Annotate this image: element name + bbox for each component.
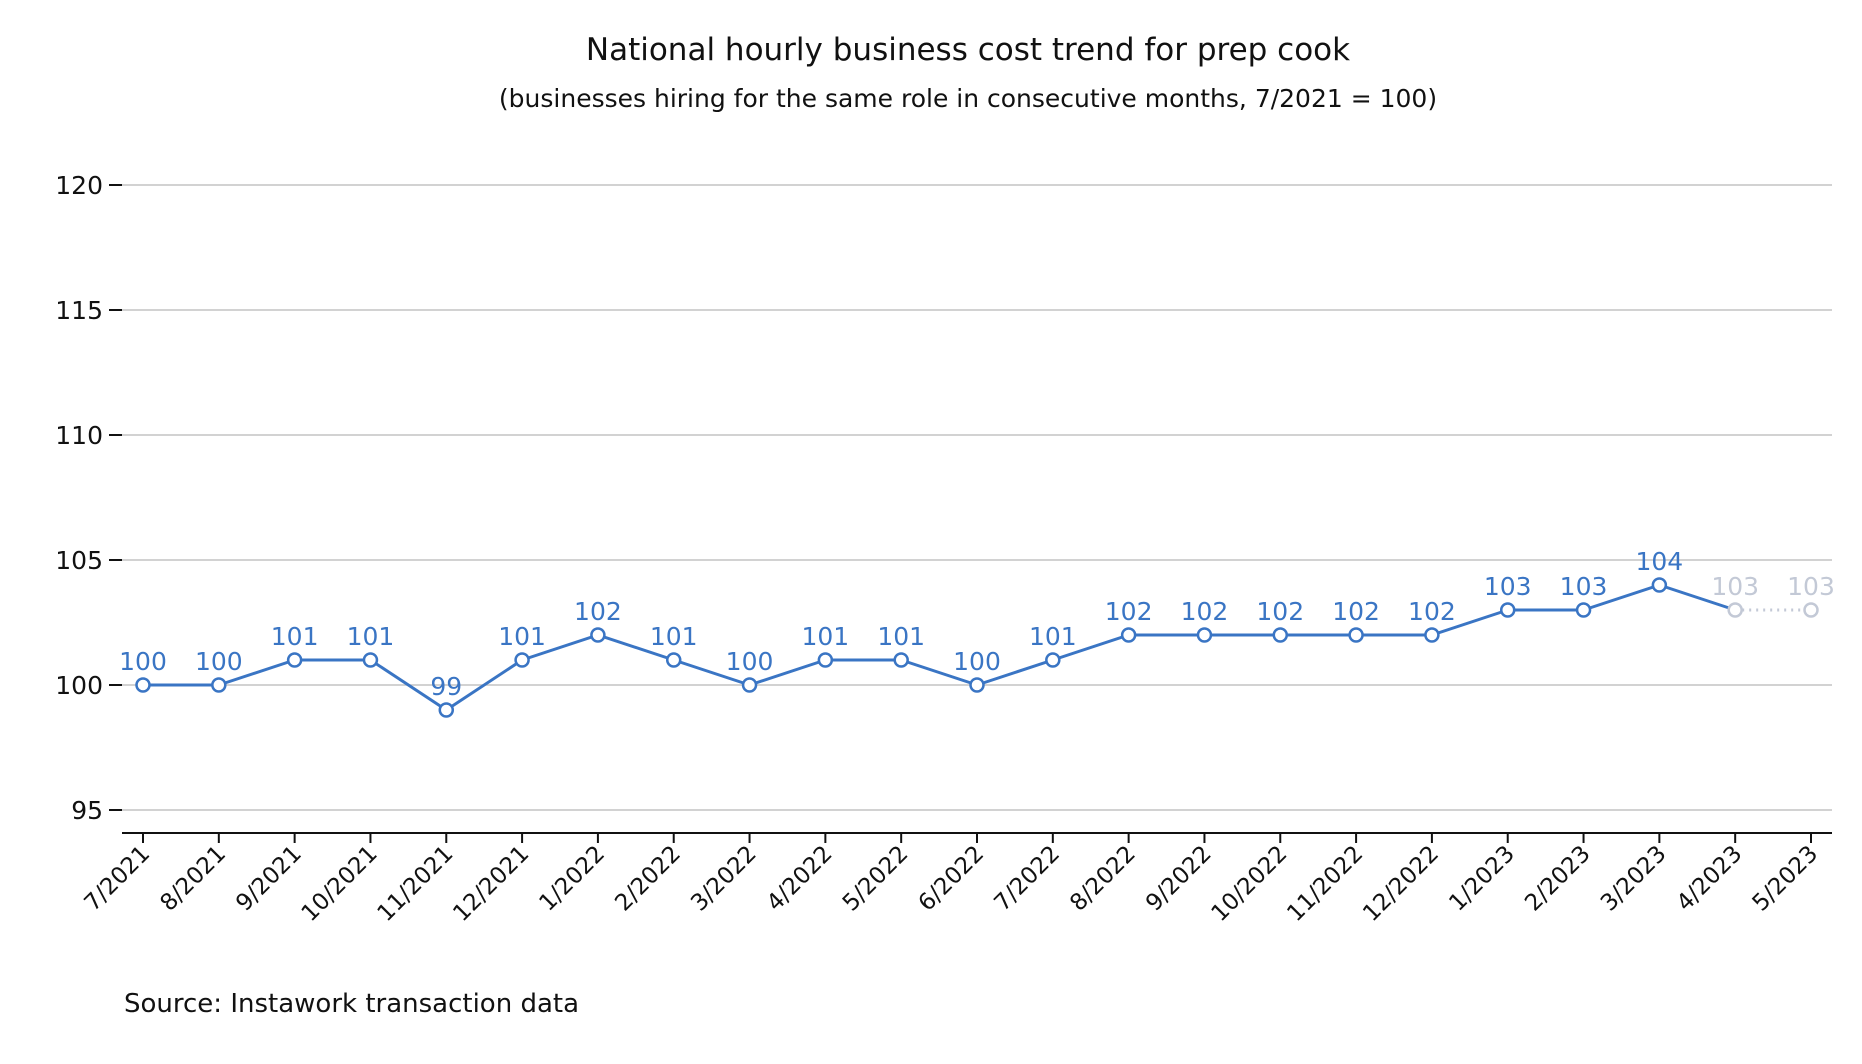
x-tick-label: 9/2021 [231,841,307,917]
data-label: 99 [430,672,462,701]
series-line-connector [1658,583,1736,612]
x-tick-label: 2/2023 [1520,841,1596,917]
x-tick-label: 12/2022 [1358,841,1444,927]
data-point [1196,627,1213,643]
y-tick-label: 115 [55,296,103,325]
y-tick-label: 110 [55,421,103,450]
data-label: 100 [119,647,167,676]
x-tick-label: 10/2022 [1207,841,1293,927]
data-label: 102 [1181,597,1229,626]
data-label: 101 [877,622,925,651]
data-label: 100 [953,647,1001,676]
x-tick-label: 7/2021 [80,841,156,917]
data-label: 103 [1560,572,1608,601]
data-point [665,652,682,668]
data-point [1272,627,1289,643]
x-tick-label: 2/2022 [610,841,686,917]
data-point [1348,627,1364,643]
data-label: 102 [574,597,622,626]
x-tick-label: 12/2021 [448,841,534,927]
data-label: 101 [271,622,319,651]
data-point [741,677,758,693]
data-label: 101 [650,622,698,651]
data-point [590,627,606,643]
x-tick-label: 9/2022 [1141,841,1217,917]
series-line [135,577,1819,718]
data-point [969,677,985,693]
data-label: 104 [1636,547,1684,576]
y-tick-label: 100 [55,671,103,700]
y-tick-label: 120 [55,171,103,200]
data-label: 103 [1711,572,1759,601]
data-point [1803,602,1819,618]
x-tick-label: 7/2022 [989,841,1065,917]
gridlines [122,184,1832,811]
data-label: 101 [1029,622,1077,651]
data-label: 101 [498,622,546,651]
data-point [1120,627,1137,643]
x-tick-label: 4/2023 [1672,841,1748,917]
data-label: 100 [726,647,774,676]
data-point [1651,577,1668,593]
x-tick-label: 1/2023 [1444,841,1520,917]
data-label: 103 [1484,572,1532,601]
data-point [362,652,379,668]
y-tick-label: 95 [71,796,103,825]
chart-title: National hourly business cost trend for … [586,32,1350,68]
data-label: 102 [1408,597,1456,626]
x-tick-label: 10/2021 [297,841,383,927]
x-tick-label: 3/2023 [1596,841,1672,917]
data-label: 100 [195,647,243,676]
data-label: 103 [1787,572,1835,601]
data-label: 102 [1256,597,1304,626]
data-point [438,702,455,718]
data-label: 102 [1105,597,1153,626]
x-tick-label: 3/2022 [686,841,762,917]
data-point [1727,602,1743,618]
axes: 95 100 105 110 115 120 [55,171,1832,834]
source-note: Source: Instawork transaction data [124,989,579,1019]
data-labels: 100 100 101 101 99 101 102 101 100 101 101 100 101 10… [119,547,1835,701]
x-tick-label: 8/2021 [155,841,231,917]
data-point [135,677,151,693]
data-point [1575,602,1592,618]
x-tick-label: 6/2022 [914,841,990,917]
data-point [817,652,834,668]
x-tick-label: 11/2021 [373,841,459,927]
x-tick-label: 5/2023 [1748,841,1824,917]
data-point [211,677,227,693]
x-tick-label: 1/2022 [535,841,611,917]
data-point [514,652,530,668]
y-tick-label: 105 [55,546,103,575]
x-tick-label: 5/2022 [838,841,914,917]
x-tick-label: 4/2022 [762,841,838,917]
data-label: 102 [1332,597,1380,626]
data-point [1499,602,1516,618]
data-point [286,652,303,668]
data-point [893,652,909,668]
x-tick-label: 11/2022 [1282,841,1368,927]
chart-subtitle: (businesses hiring for the same role in … [499,84,1437,113]
data-point [1424,627,1440,643]
data-label: 101 [802,622,850,651]
data-point [1045,652,1061,668]
x-tick-label: 8/2022 [1065,841,1141,917]
data-label: 101 [347,622,395,651]
